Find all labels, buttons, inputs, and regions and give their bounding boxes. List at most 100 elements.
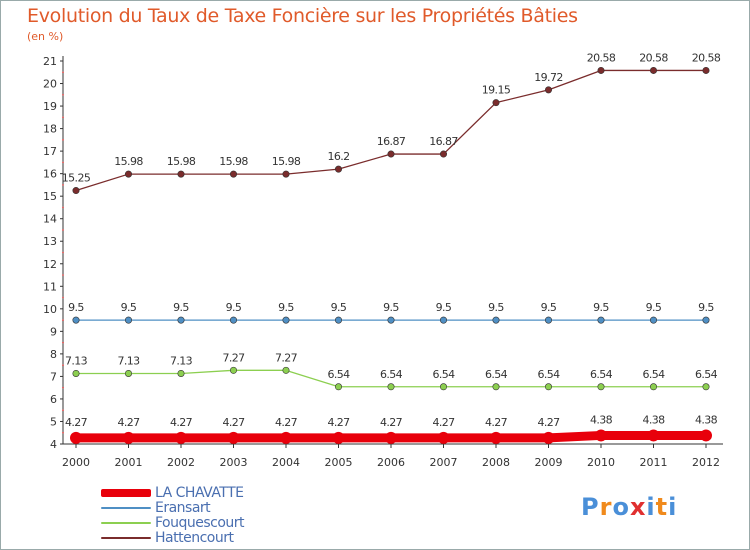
data-point [544, 86, 552, 94]
data-point [72, 187, 80, 195]
data-label: 9.5 [436, 301, 452, 314]
y-minor-tick [62, 251, 64, 254]
x-tick-label: 2007 [430, 456, 458, 469]
data-point [492, 383, 500, 391]
data-point [649, 66, 657, 74]
data-point [597, 316, 605, 324]
y-minor-tick [62, 274, 64, 276]
data-point [282, 366, 290, 374]
data-point [595, 429, 607, 442]
legend-item-hattencourt: Hattencourt [101, 530, 234, 546]
x-tick-label: 2010 [587, 456, 615, 469]
data-point [70, 431, 82, 444]
data-point [334, 165, 342, 173]
legend-label-la-chavatte: LA CHAVATTE [155, 485, 244, 501]
data-point [227, 431, 240, 444]
data-label: 6.54 [432, 368, 455, 381]
data-point [332, 431, 345, 444]
data-label: 4.27 [65, 416, 88, 429]
data-point [385, 431, 397, 444]
data-point [280, 431, 292, 444]
data-label: 15.98 [114, 155, 143, 168]
y-tick-label: 19 [43, 100, 57, 113]
data-label: 4.38 [590, 413, 613, 426]
logo-letter: x [629, 493, 647, 521]
data-label: 4.38 [695, 413, 718, 426]
data-point [492, 99, 500, 107]
y-tick-label: 17 [43, 145, 57, 158]
y-minor-tick [62, 116, 64, 119]
x-tick-label: 2008 [482, 456, 510, 469]
data-label: 15.25 [62, 172, 91, 185]
x-tick-label: 2011 [640, 456, 668, 469]
data-label: 9.5 [121, 301, 137, 314]
y-tick-label: 9 [50, 325, 57, 338]
data-label: 6.54 [380, 368, 403, 381]
data-label: 9.5 [331, 301, 347, 314]
x-tick-label: 2009 [535, 456, 563, 469]
series-line-hattencourt [75, 69, 707, 192]
x-tick-label: 2012 [692, 456, 720, 469]
y-tick-label: 12 [43, 258, 57, 271]
data-label: 6.54 [590, 368, 613, 381]
x-tick-label: 2000 [62, 456, 90, 469]
data-point [492, 316, 500, 324]
data-point [175, 431, 187, 444]
data-point [387, 383, 395, 391]
data-point [334, 383, 342, 391]
legend-swatch-eransart [101, 507, 151, 509]
data-point [125, 369, 133, 377]
axes: 4 5 6 7 8 9 10 11 12 13 14 15 16 17 18 19 20 21 2000 2001 20… [43, 55, 723, 469]
legend-label-hattencourt: Hattencourt [155, 530, 234, 546]
data-point [177, 316, 185, 324]
legend-label-eransart: Eransart [155, 500, 211, 516]
data-point [122, 431, 135, 444]
unit-label: (en %) [27, 30, 64, 43]
data-point [230, 316, 238, 324]
data-point [177, 369, 185, 377]
data-label: 7.13 [170, 354, 193, 367]
y-minor-tick [62, 296, 64, 299]
data-point [439, 316, 447, 324]
data-point [647, 429, 660, 442]
y-tick-label: 7 [50, 370, 57, 383]
data-label: 19.72 [534, 71, 563, 84]
data-point [649, 316, 657, 324]
y-minor-tick [62, 93, 64, 96]
data-label: 6.54 [642, 368, 665, 381]
data-label: 7.27 [222, 351, 245, 364]
data-point [177, 170, 185, 178]
y-tick-label: 11 [43, 280, 57, 293]
data-label: 4.27 [327, 416, 350, 429]
y-tick-label: 21 [43, 55, 57, 68]
x-tick-label: 2003 [220, 456, 248, 469]
y-tick-label: 18 [43, 123, 57, 136]
data-label: 9.5 [383, 301, 399, 314]
y-tick-label: 13 [43, 235, 57, 248]
data-label: 4.27 [170, 416, 193, 429]
data-point [702, 383, 710, 391]
data-label: 16.87 [429, 135, 458, 148]
data-label: 4.27 [432, 416, 455, 429]
data-label: 20.58 [639, 51, 668, 64]
data-point [544, 383, 552, 391]
data-label: 15.98 [167, 155, 196, 168]
data-label: 6.54 [327, 368, 350, 381]
logo-letter: t [655, 493, 669, 521]
data-label: 4.27 [537, 416, 560, 429]
data-label: 4.27 [117, 416, 140, 429]
y-minor-tick [62, 431, 64, 434]
data-point [230, 366, 238, 374]
legend-label-fouquescourt: Fouquescourt [155, 515, 245, 531]
data-label: 7.27 [275, 351, 298, 364]
chart-title: Evolution du Taux de Taxe Foncière sur l… [27, 5, 578, 27]
data-label: 16.87 [377, 135, 406, 148]
data-point [282, 170, 290, 178]
data-point [125, 316, 133, 324]
data-label: 9.5 [68, 301, 84, 314]
data-label: 7.13 [117, 354, 140, 367]
y-minor-tick [62, 341, 64, 344]
data-point [542, 431, 555, 444]
